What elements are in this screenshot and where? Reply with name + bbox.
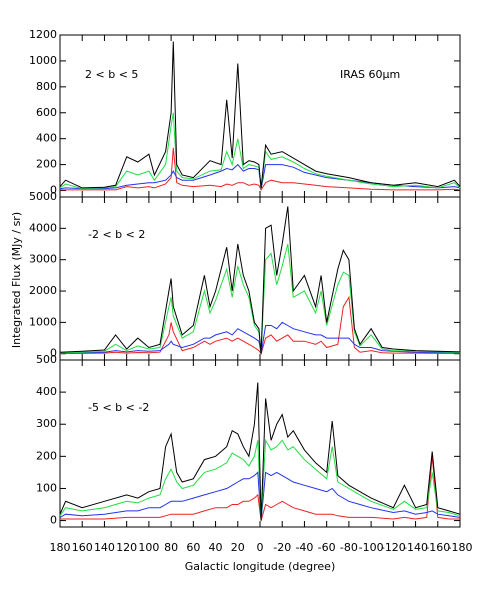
y-tick-label: 200	[36, 449, 57, 462]
x-tick-label: 180	[50, 541, 71, 554]
x-tick-label: -40	[295, 541, 313, 554]
x-tick-label: -80	[340, 541, 358, 554]
y-tick-label: 100	[36, 481, 57, 494]
x-tick-label: 40	[209, 541, 223, 554]
y-tick-label: 0	[50, 184, 57, 197]
y-tick-label: 5000	[29, 190, 57, 203]
y-tick-label: 4000	[29, 221, 57, 234]
y-tick-label: 3000	[29, 253, 57, 266]
x-tick-label: -60	[318, 541, 336, 554]
annotation: -5 < b < -2	[88, 401, 149, 414]
x-tick-label: -160	[425, 541, 450, 554]
x-tick-label: 120	[116, 541, 137, 554]
x-tick-label: -180	[448, 541, 473, 554]
x-tick-label: 160	[72, 541, 93, 554]
y-tick-label: 1200	[29, 28, 57, 41]
y-tick-label: 200	[36, 158, 57, 171]
y-tick-label: 300	[36, 417, 57, 430]
x-tick-label: -100	[359, 541, 384, 554]
x-axis-label: Galactic longitude (degree)	[185, 560, 335, 573]
x-tick-label: -140	[403, 541, 428, 554]
y-tick-label: 400	[36, 132, 57, 145]
series-line	[59, 382, 461, 521]
y-tick-label: 400	[36, 385, 57, 398]
x-tick-label: -20	[273, 541, 291, 554]
y-tick-label: 1000	[29, 54, 57, 67]
x-tick-label: 0	[257, 541, 264, 554]
y-tick-label: 500	[36, 353, 57, 366]
y-axis-label: Integrated Flux (MJy / sr)	[10, 212, 23, 348]
y-tick-label: 0	[50, 514, 57, 527]
annotation: -2 < b < 2	[88, 228, 145, 241]
series-line	[60, 147, 461, 191]
y-tick-label: 1000	[29, 315, 57, 328]
series-line	[59, 41, 461, 189]
y-tick-label: 2000	[29, 284, 57, 297]
series-line	[59, 321, 461, 354]
x-tick-label: 60	[186, 541, 200, 554]
x-tick-label: 140	[94, 541, 115, 554]
x-tick-label: 80	[164, 541, 178, 554]
series-line	[60, 295, 460, 355]
y-tick-label: 0	[50, 347, 57, 360]
x-tick-label: -120	[381, 541, 406, 554]
series-line	[59, 112, 461, 190]
x-tick-label: 100	[138, 541, 159, 554]
y-tick-label: 600	[36, 106, 57, 119]
annotation: 2 < b < 5	[85, 68, 138, 81]
x-tick-label: 20	[231, 541, 245, 554]
y-tick-label: 800	[36, 80, 57, 93]
annotation: IRAS 60μm	[340, 68, 400, 81]
series-line	[59, 206, 461, 354]
